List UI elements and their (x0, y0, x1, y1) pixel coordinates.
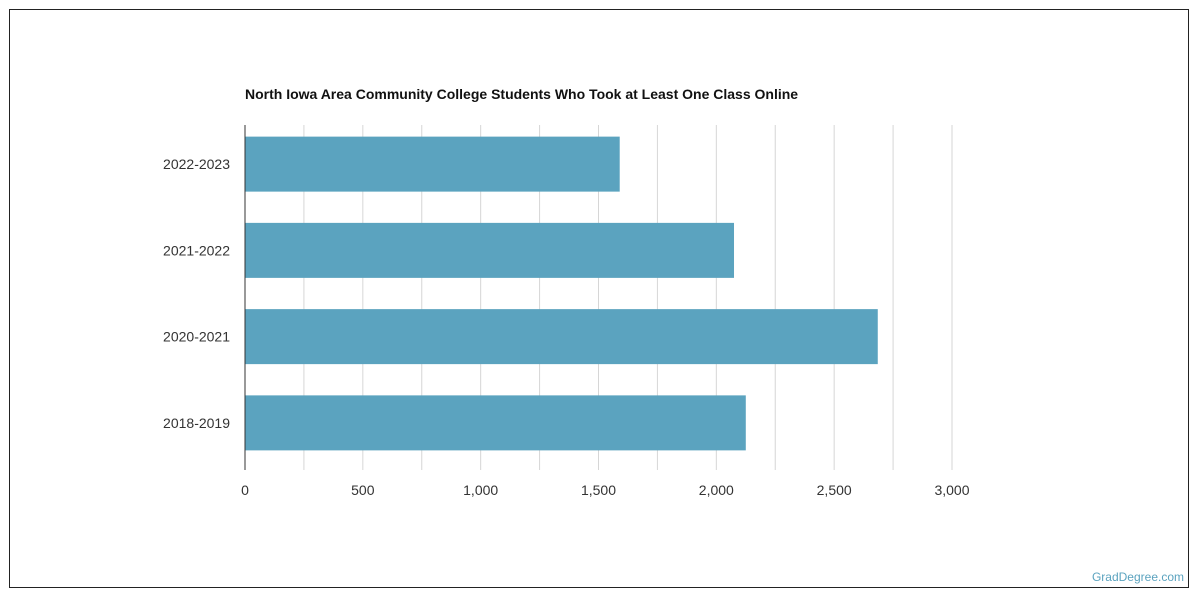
category-label: 2018-2019 (163, 415, 230, 431)
category-label: 2022-2023 (163, 156, 230, 172)
bars (245, 136, 878, 451)
bar (245, 395, 746, 451)
x-tick-label: 0 (241, 482, 249, 498)
x-tick-label: 3,000 (934, 482, 969, 498)
category-label: 2020-2021 (163, 329, 230, 345)
x-tick-label: 2,500 (817, 482, 852, 498)
x-tick-label: 1,500 (581, 482, 616, 498)
x-tick-label: 500 (351, 482, 375, 498)
labels: 2022-2023 2021-2022 2020-2021 2018-2019 0 500… (163, 156, 970, 498)
bar (245, 222, 735, 278)
category-label: 2021-2022 (163, 242, 230, 258)
bar (245, 136, 620, 192)
chart-title: North Iowa Area Community College Studen… (245, 86, 799, 102)
x-tick-label: 1,000 (463, 482, 498, 498)
bar (245, 309, 878, 365)
x-tick-label: 2,000 (699, 482, 734, 498)
source-watermark[interactable]: GradDegree.com (1091, 570, 1184, 584)
